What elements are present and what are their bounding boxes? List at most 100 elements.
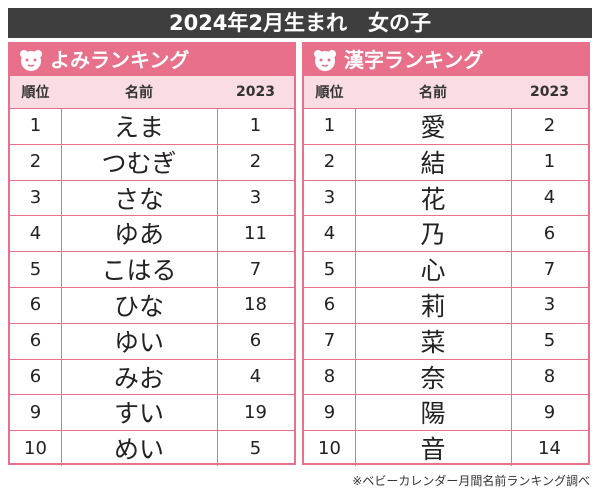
number-cell: 3 [323, 186, 336, 208]
number-cell: 4 [29, 222, 42, 244]
name-cell: すい [113, 399, 164, 429]
column-header: 2023 [511, 76, 588, 108]
name-cell: ひな [113, 291, 164, 321]
panel-title: 漢字ランキング [344, 48, 484, 72]
column-divider [355, 108, 356, 466]
number-cell: 4 [543, 186, 556, 208]
icon [20, 50, 42, 71]
name-cell: 結 [420, 148, 446, 178]
name-cell: 愛 [420, 112, 446, 142]
name-cell: 花 [420, 184, 446, 214]
name-cell: めい [113, 435, 164, 465]
name-cell: こはる [101, 256, 177, 286]
name-cell: えま [113, 112, 164, 142]
number-cell: 5 [543, 330, 556, 352]
name-cell: ゆい [113, 327, 164, 357]
number-cell: 3 [249, 186, 262, 208]
column-divider [217, 108, 218, 466]
number-cell: 3 [543, 294, 556, 316]
number-cell: 1 [543, 151, 556, 173]
panel-header: 漢字ランキング [304, 44, 588, 76]
number-cell: 6 [543, 222, 556, 244]
row-divider [10, 251, 294, 253]
row-divider [10, 179, 294, 181]
name-cell: みお [113, 363, 164, 393]
number-cell: 19 [244, 401, 267, 423]
number-cell: 7 [249, 258, 262, 280]
name-cell: 奈 [420, 363, 446, 393]
name-cell: ゆあ [113, 220, 164, 250]
number-cell: 6 [29, 330, 42, 352]
number-cell: 5 [29, 258, 42, 280]
ranking-panel: 漢字ランキング 順位 名前 2023 1 愛 2 2 結 1 3 花 4 4 乃 6 5 心 7 6 莉 3 7 菜 5 8 奈 8… [302, 42, 590, 466]
name-cell: 乃 [420, 220, 446, 250]
panel-title: よみランキング [50, 48, 190, 72]
row-divider [304, 143, 588, 145]
number-cell: 4 [323, 222, 336, 244]
number-cell: 2 [543, 115, 556, 137]
number-cell: 7 [543, 258, 556, 280]
column-header: 2023 [217, 76, 294, 108]
number-cell: 9 [29, 401, 42, 423]
number-cell: 8 [323, 365, 336, 387]
row-divider [304, 287, 588, 288]
row-divider [304, 108, 588, 109]
name-cell: さな [113, 184, 164, 214]
row-divider [10, 215, 294, 217]
name-cell: 莉 [420, 291, 446, 321]
row-divider [10, 143, 294, 145]
row-divider [10, 287, 294, 288]
number-cell: 11 [244, 222, 267, 244]
column-header: 順位 [10, 76, 61, 108]
row-divider [10, 322, 294, 324]
row-divider [10, 358, 294, 360]
row-divider [304, 322, 588, 324]
number-cell: 2 [249, 151, 262, 173]
number-cell: 1 [29, 115, 42, 137]
number-cell: 4 [249, 365, 262, 387]
number-cell: 6 [29, 365, 42, 387]
name-cell: 菜 [420, 327, 446, 357]
row-divider [304, 215, 588, 217]
row-divider [304, 430, 588, 432]
row-divider [304, 179, 588, 181]
row-divider [10, 394, 294, 396]
column-divider [511, 108, 512, 466]
icon [314, 50, 336, 71]
number-cell: 9 [323, 401, 336, 423]
name-cell: つむぎ [101, 148, 177, 178]
number-cell: 2 [29, 151, 42, 173]
column-header: 名前 [355, 76, 511, 108]
name-cell: 陽 [420, 399, 446, 429]
number-cell: 10 [318, 437, 341, 459]
number-cell: 1 [249, 115, 262, 137]
footnote: ※ベビーカレンダー月間名前ランキング調べ [352, 474, 590, 488]
title: 2024年2月生まれ 女の子 [8, 8, 592, 38]
number-cell: 9 [543, 401, 556, 423]
number-cell: 3 [29, 186, 42, 208]
column-header: 順位 [304, 76, 355, 108]
ranking-panel: よみランキング 順位 名前 2023 1 えま 1 2 つむぎ 2 3 さな 3 4 ゆあ 11 5 こはる 7 6… [8, 42, 296, 466]
name-cell: 音 [420, 435, 446, 465]
row-divider [10, 108, 294, 109]
number-cell: 8 [543, 365, 556, 387]
row-divider [304, 394, 588, 396]
number-cell: 6 [29, 294, 42, 316]
number-cell: 1 [323, 115, 336, 137]
number-cell: 18 [244, 294, 267, 316]
number-cell: 14 [538, 437, 561, 459]
number-cell: 5 [323, 258, 336, 280]
name-cell: 心 [420, 256, 446, 286]
row-divider [10, 430, 294, 432]
number-cell: 6 [249, 330, 262, 352]
row-divider [304, 251, 588, 253]
number-cell: 5 [249, 437, 262, 459]
column-header: 名前 [61, 76, 217, 108]
number-cell: 6 [323, 294, 336, 316]
panel-header: よみランキング [10, 44, 294, 76]
column-divider [61, 108, 62, 466]
number-cell: 2 [323, 151, 336, 173]
number-cell: 10 [24, 437, 47, 459]
row-divider [304, 358, 588, 360]
